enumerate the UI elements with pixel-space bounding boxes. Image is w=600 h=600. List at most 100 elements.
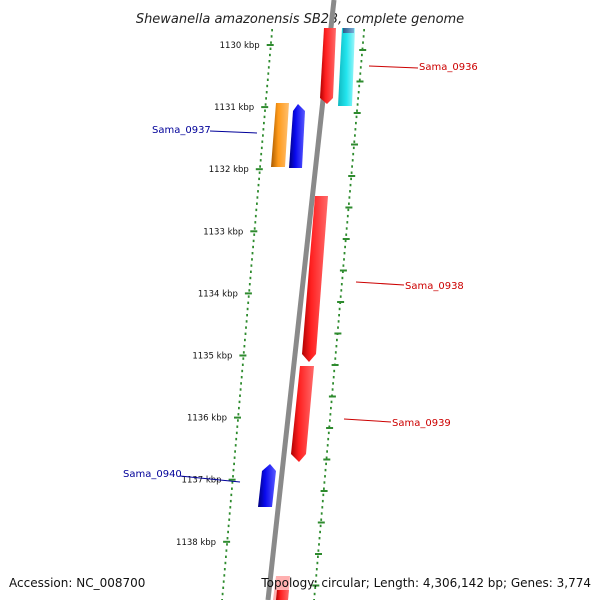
major-tick-mark	[266, 44, 274, 46]
gene-sama-0939-arrow[interactable]	[291, 366, 314, 462]
inner-track-dot	[232, 468, 235, 472]
inner-track-dot	[253, 227, 256, 230]
inner-track-dot	[224, 561, 227, 565]
major-tick-mark	[250, 230, 258, 233]
inner-track-dot	[228, 518, 231, 521]
outer-track-dot	[342, 264, 345, 267]
outer-track-dot	[327, 437, 330, 441]
outer-tick-track	[312, 29, 367, 600]
outer-track-dot	[354, 128, 357, 131]
inner-track-dot	[245, 326, 247, 329]
outer-track-dot	[317, 555, 319, 558]
inner-track-dot	[246, 314, 248, 317]
outer-track-dot	[342, 270, 344, 273]
inner-track-dot	[251, 258, 253, 261]
outer-track-dot	[318, 537, 321, 540]
outer-track-dot	[358, 78, 361, 81]
inner-track-dot	[254, 214, 257, 218]
inner-track-dot	[249, 276, 252, 280]
outer-track-dot	[341, 276, 344, 280]
gene-red-bottom-arrow[interactable]	[276, 590, 289, 600]
inner-track-dot	[262, 128, 265, 131]
outer-tick-mark	[331, 364, 339, 366]
outer-tick-mark	[348, 175, 356, 177]
position-scale: 1130 kbp 1131 kbp 1132 kbp 1133 kbp 1134 kbp…	[176, 41, 260, 548]
outer-track-dot	[361, 53, 363, 57]
outer-track-dot	[363, 29, 365, 32]
outer-track-dot	[322, 493, 325, 497]
gene-label-sama-0936[interactable]: Sama_0936	[419, 62, 478, 73]
outer-track-dot	[329, 413, 332, 416]
topology-text: Topology: circular; Length: 4,306,142 bp…	[260, 576, 591, 590]
inner-track-dot	[257, 183, 260, 187]
outer-track-dot	[318, 543, 320, 546]
outer-track-dot	[334, 357, 337, 360]
outer-track-dot	[325, 456, 328, 459]
outer-track-dot	[315, 574, 318, 577]
outer-tick-mark	[320, 490, 328, 492]
gene-cyan-feature[interactable]	[338, 28, 355, 106]
tick-label: 1137 kbp	[182, 476, 222, 486]
major-tick-mark	[261, 106, 269, 109]
tick-label: 1136 kbp	[187, 414, 227, 424]
inner-track-dot	[233, 462, 235, 466]
outer-track-dot	[345, 233, 348, 236]
outer-track-dot	[356, 109, 358, 112]
outer-track-dot	[355, 115, 358, 119]
outer-tick-mark	[342, 238, 350, 240]
outer-track-dot	[314, 586, 317, 589]
tick-label: 1132 kbp	[209, 165, 249, 175]
outer-tick-mark	[334, 332, 342, 335]
inner-track-dot	[254, 221, 257, 224]
gene-steel-feature[interactable]	[343, 28, 354, 33]
inner-track-dot	[268, 60, 271, 63]
gene-sama-0937-arrow[interactable]	[289, 104, 305, 168]
inner-track-dot	[256, 196, 259, 199]
inner-track-dot	[246, 307, 249, 311]
gene-label-sama-0939[interactable]: Sama_0939	[392, 418, 451, 429]
outer-tick-mark	[356, 80, 364, 83]
accession-text: Accession: NC_008700	[9, 576, 145, 590]
inner-track-dot	[265, 91, 268, 94]
major-tick-mark	[239, 354, 247, 357]
outer-track-dot	[324, 468, 327, 472]
gene-sama-0940-arrow[interactable]	[258, 464, 276, 507]
outer-track-dot	[329, 419, 331, 422]
outer-tick-mark	[345, 206, 353, 209]
inner-track-dot	[235, 431, 238, 435]
outer-track-dot	[361, 47, 364, 50]
inner-track-dot	[269, 53, 271, 57]
gene-sama-0936-arrow[interactable]	[320, 28, 336, 104]
outer-tick-mark	[328, 395, 336, 398]
inner-track-dot	[242, 357, 245, 360]
outer-track-dot	[346, 221, 349, 224]
outer-track-dot	[346, 214, 349, 218]
outer-track-dot	[349, 190, 351, 193]
inner-track-dot	[241, 363, 244, 366]
inner-track-dot	[248, 283, 251, 286]
outer-tick-mark	[339, 269, 347, 272]
inner-track-dot	[265, 97, 267, 100]
gene-label-sama-0940[interactable]: Sama_0940	[123, 469, 182, 480]
gene-label-sama-0938[interactable]: Sama_0938	[405, 281, 464, 292]
outer-tick-mark	[353, 112, 361, 114]
inner-track-dot	[238, 400, 241, 404]
gene-sama-0938-arrow[interactable]	[302, 196, 328, 362]
outer-track-dot	[315, 568, 318, 571]
tick-label: 1138 kbp	[176, 538, 216, 548]
inner-track-dot	[255, 208, 258, 212]
gene-label-sama-0937[interactable]: Sama_0937	[152, 125, 211, 136]
inner-track-dot	[256, 202, 258, 205]
outer-track-dot	[351, 165, 353, 168]
outer-track-dot	[320, 518, 323, 521]
inner-track-dot	[263, 115, 266, 119]
gene-orange-feature[interactable]	[271, 103, 289, 167]
tick-label: 1131 kbp	[214, 103, 254, 113]
inner-track-dot	[234, 444, 237, 447]
outer-track-dot	[339, 295, 342, 298]
outer-tick-mark	[326, 427, 334, 429]
outer-track-dot	[358, 84, 361, 88]
inner-track-dot	[264, 103, 267, 106]
outer-track-dot	[347, 208, 350, 212]
